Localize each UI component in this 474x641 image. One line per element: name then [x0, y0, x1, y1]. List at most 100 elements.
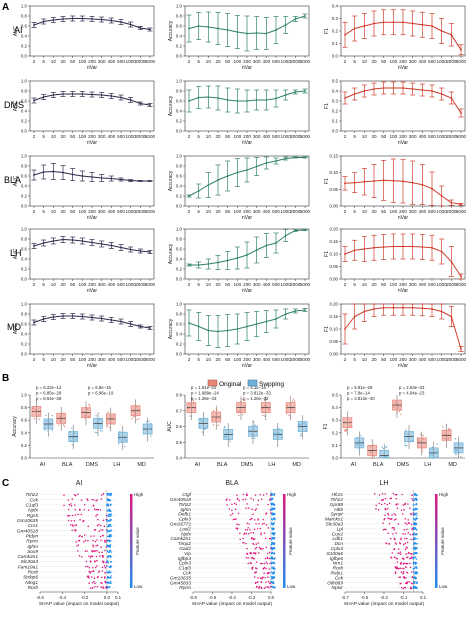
data-point [139, 325, 142, 328]
x-tick-label: 400 [262, 282, 270, 287]
shap-point [70, 503, 72, 505]
x-tick-label: 20 [371, 134, 377, 139]
x-tick-label: 20 [371, 209, 377, 214]
x-tick-label: 200 [243, 59, 251, 64]
shap-point [101, 534, 104, 537]
shap-point [92, 546, 95, 548]
jitter-point [243, 399, 246, 401]
shap-point [393, 527, 395, 529]
jitter-point [124, 437, 126, 439]
data-point [217, 179, 219, 181]
x-tick-label: 100 [233, 357, 241, 362]
x-tick-label: 200 [399, 282, 407, 287]
shap-point [272, 557, 274, 559]
data-point [265, 32, 268, 35]
shap-point [266, 572, 269, 574]
jitter-point [59, 420, 61, 422]
jitter-point [237, 410, 239, 412]
x-tick-label: 5 [353, 59, 356, 64]
jitter-point [229, 440, 231, 443]
shap-point [415, 499, 418, 502]
feature-label: Gm26772 [170, 521, 191, 527]
shap-point [94, 528, 97, 531]
x-tick-label: 2000 [135, 134, 146, 139]
jitter-point [136, 405, 138, 408]
shap-point [255, 546, 258, 549]
data-point [33, 321, 35, 324]
x-tick-label: 300 [409, 209, 417, 214]
x-axis-label: nVar [398, 215, 409, 221]
data-point [226, 175, 229, 177]
jitter-point [285, 407, 288, 410]
shap-point [77, 540, 80, 542]
x-tick-label: 10 [51, 209, 57, 214]
shap-point [86, 565, 89, 568]
shap-point [74, 508, 76, 511]
feature-label: Rprm [179, 585, 191, 591]
shap-point [104, 581, 107, 583]
shap-point [231, 509, 233, 511]
shap-point [403, 529, 405, 531]
shap-point [270, 575, 272, 578]
x-tick-label: 100 [78, 59, 86, 64]
y-tick-label: 0.2 [176, 44, 183, 49]
y-axis-label: AUC [13, 175, 19, 186]
shap-point [388, 517, 391, 520]
shap-point [88, 566, 91, 569]
data-point [431, 308, 433, 310]
y-tick-label: 0.4 [176, 257, 183, 262]
x-tick-label: 5000 [300, 59, 311, 64]
jitter-point [63, 422, 65, 424]
shap-point [273, 512, 276, 515]
y-tick-label: 0.0 [21, 54, 28, 59]
data-point [392, 87, 395, 89]
shap-point [392, 492, 395, 495]
shap-point [415, 522, 417, 524]
shap-point [106, 510, 108, 512]
data-point [265, 162, 268, 164]
jitter-point [300, 423, 303, 425]
shap-point [106, 560, 109, 562]
shap-point [270, 552, 273, 555]
shap-point [108, 540, 111, 543]
jitter-point [277, 438, 279, 440]
data-point [265, 320, 268, 323]
shap-point [267, 586, 269, 588]
shap-point [251, 568, 253, 570]
shap-point [83, 540, 85, 543]
jitter-point [431, 448, 433, 451]
jitter-point [227, 429, 229, 431]
chart-ai-auc: 0.00.20.40.60.81.02 5 10 20 50 100 200 300 400 50… [13, 4, 156, 72]
jitter-point [397, 407, 399, 409]
jitter-point [89, 405, 91, 407]
data-point [284, 157, 287, 160]
shap-point [258, 585, 261, 588]
jitter-point [223, 435, 226, 438]
shap-point [413, 543, 415, 546]
shap-point [73, 520, 76, 522]
colorbar-low-label: Low [134, 584, 143, 589]
shap-point [407, 532, 410, 534]
shap-point [94, 586, 96, 588]
shap-point [77, 513, 79, 516]
jitter-point [441, 426, 444, 428]
shap-point [416, 514, 418, 516]
shap-point [225, 499, 228, 501]
shap-point [410, 587, 413, 589]
x-tick-label: 20 [215, 209, 221, 214]
data-point [139, 102, 142, 105]
shap-point [271, 562, 273, 564]
feature-label: Olfr889 [327, 580, 343, 586]
y-tick-label: 0.15 [329, 154, 338, 159]
shap-point [405, 553, 407, 555]
p-value-annotation: p = 1.28e−33 [191, 396, 217, 401]
x-tick-label: 2000 [135, 282, 146, 287]
data-point [149, 28, 151, 31]
feature-label: Stxbp6 [23, 575, 38, 581]
shap-point [238, 523, 240, 526]
x-axis-label: nVar [87, 140, 98, 146]
